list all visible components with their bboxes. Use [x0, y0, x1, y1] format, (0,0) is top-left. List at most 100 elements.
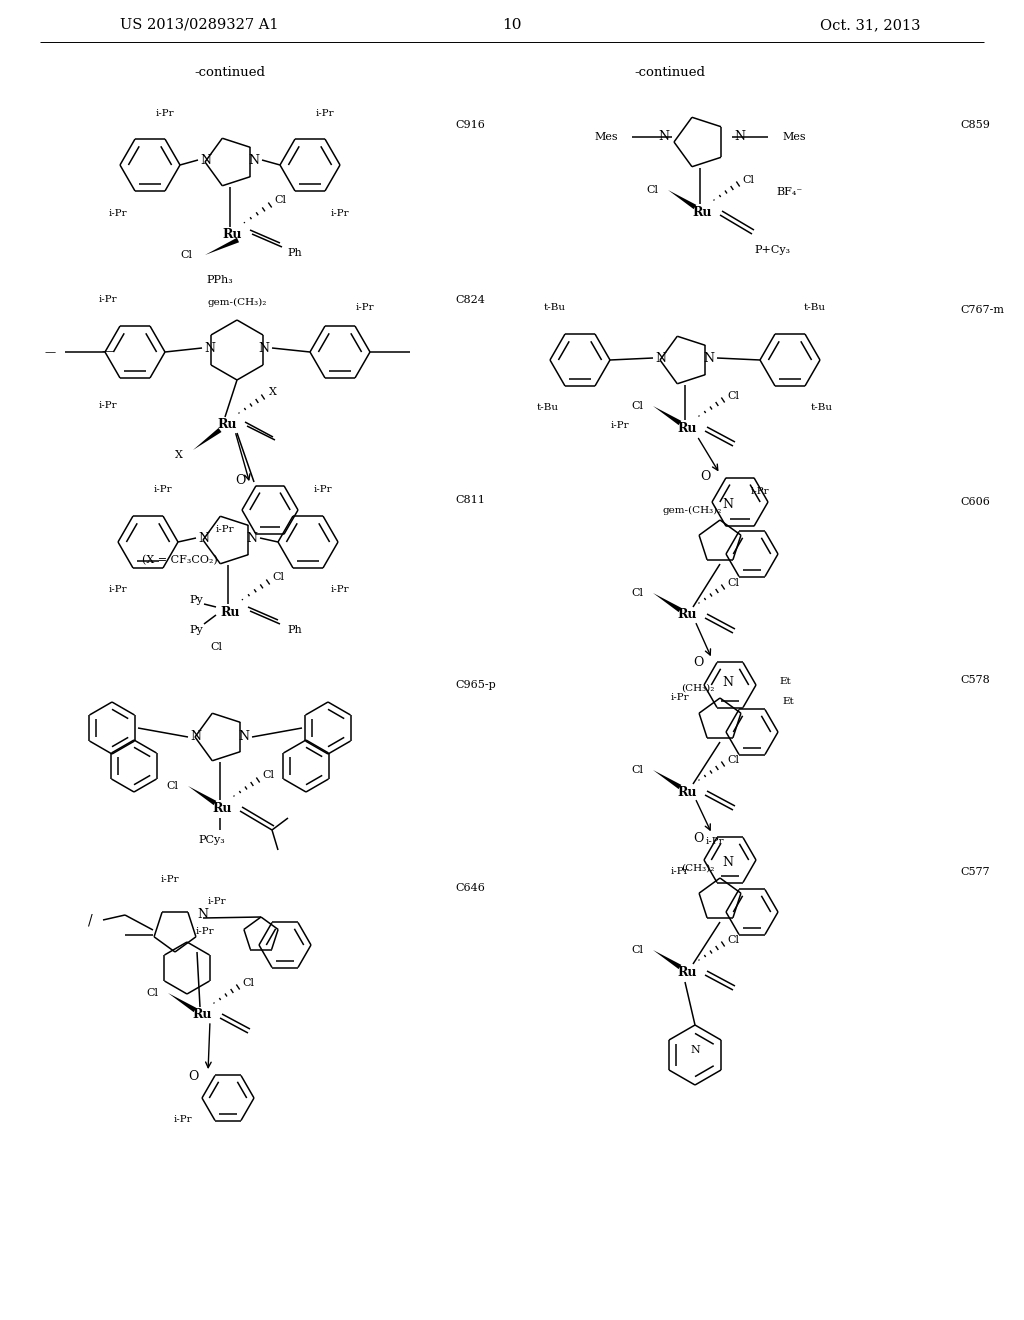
Text: Ph: Ph [288, 624, 302, 635]
Text: Oct. 31, 2013: Oct. 31, 2013 [819, 18, 920, 32]
Text: i-Pr: i-Pr [109, 586, 127, 594]
Text: N: N [723, 855, 733, 869]
Text: C824: C824 [455, 294, 485, 305]
Text: N: N [258, 342, 269, 355]
Text: i-Pr: i-Pr [331, 209, 349, 218]
Text: C606: C606 [961, 498, 990, 507]
Polygon shape [193, 428, 221, 450]
Text: Cl: Cl [242, 978, 254, 987]
Text: i-Pr: i-Pr [98, 296, 118, 305]
Text: -continued: -continued [195, 66, 265, 78]
Text: Ru: Ru [222, 228, 242, 242]
Text: i-Pr: i-Pr [671, 867, 689, 876]
Text: 10: 10 [502, 18, 522, 32]
Text: -continued: -continued [635, 66, 706, 78]
Text: i-Pr: i-Pr [751, 487, 769, 496]
Text: Cl: Cl [631, 945, 643, 954]
Text: Py: Py [189, 595, 203, 605]
Text: Cl: Cl [146, 987, 158, 998]
Text: N: N [198, 908, 209, 921]
Text: C965-p: C965-p [455, 680, 496, 690]
Text: i-Pr: i-Pr [154, 486, 172, 495]
Text: PPh₃: PPh₃ [207, 275, 233, 285]
Text: Mes: Mes [594, 132, 618, 143]
Text: C811: C811 [455, 495, 485, 506]
Text: Cl: Cl [631, 766, 643, 775]
Text: Ru: Ru [217, 418, 237, 432]
Text: —: — [101, 346, 115, 359]
Text: gem-(CH₃)₂: gem-(CH₃)₂ [207, 297, 266, 306]
Polygon shape [205, 238, 239, 255]
Text: N: N [249, 153, 259, 166]
Text: N: N [723, 676, 733, 689]
Text: i-Pr: i-Pr [161, 875, 179, 884]
Text: C646: C646 [455, 883, 485, 894]
Text: i-Pr: i-Pr [671, 693, 689, 701]
Text: N: N [703, 351, 715, 364]
Text: N: N [723, 498, 733, 511]
Text: N: N [734, 131, 745, 144]
Text: Ru: Ru [677, 421, 696, 434]
Text: i-Pr: i-Pr [174, 1115, 193, 1125]
Text: Ph: Ph [288, 248, 302, 257]
Text: Cl: Cl [727, 755, 739, 766]
Text: i-Pr: i-Pr [706, 837, 724, 846]
Text: PCy₃: PCy₃ [199, 836, 225, 845]
Text: N: N [205, 342, 215, 355]
Text: Py: Py [189, 624, 203, 635]
Text: C859: C859 [961, 120, 990, 129]
Text: Cl: Cl [742, 176, 754, 185]
Text: —: — [44, 347, 55, 356]
Text: i-Pr: i-Pr [331, 586, 349, 594]
Text: Ru: Ru [692, 206, 712, 219]
Text: Cl: Cl [210, 642, 222, 652]
Text: i-Pr: i-Pr [216, 525, 234, 535]
Text: Ru: Ru [212, 801, 231, 814]
Text: N: N [247, 532, 257, 544]
Text: Ru: Ru [677, 965, 696, 978]
Text: Cl: Cl [166, 781, 178, 791]
Text: i-Pr: i-Pr [610, 421, 630, 429]
Text: O: O [234, 474, 245, 487]
Text: (CH₃)₂: (CH₃)₂ [681, 684, 715, 693]
Text: Ru: Ru [193, 1008, 212, 1022]
Text: Ru: Ru [677, 785, 696, 799]
Text: X: X [269, 387, 276, 397]
Text: N: N [658, 131, 670, 144]
Text: Mes: Mes [782, 132, 806, 143]
Text: O: O [699, 470, 711, 483]
Text: N: N [690, 1045, 699, 1055]
Polygon shape [653, 950, 681, 969]
Text: Et: Et [782, 697, 794, 706]
Polygon shape [653, 593, 681, 612]
Text: Cl: Cl [274, 195, 286, 205]
Text: i-Pr: i-Pr [98, 400, 118, 409]
Text: t-Bu: t-Bu [811, 404, 833, 412]
Text: (X = CF₃CO₂): (X = CF₃CO₂) [142, 554, 218, 565]
Text: N: N [199, 532, 210, 544]
Text: gem-(CH₃)₂: gem-(CH₃)₂ [663, 506, 722, 515]
Polygon shape [168, 993, 197, 1012]
Text: t-Bu: t-Bu [544, 304, 566, 313]
Text: /: / [88, 913, 92, 927]
Text: Ru: Ru [677, 609, 696, 622]
Polygon shape [188, 785, 216, 805]
Text: C916: C916 [455, 120, 485, 129]
Text: i-Pr: i-Pr [313, 486, 333, 495]
Text: i-Pr: i-Pr [208, 898, 226, 907]
Text: O: O [693, 656, 703, 669]
Text: i-Pr: i-Pr [196, 928, 214, 936]
Text: Cl: Cl [727, 391, 739, 401]
Text: N: N [201, 153, 212, 166]
Text: i-Pr: i-Pr [355, 304, 375, 313]
Text: Et: Et [779, 677, 791, 686]
Text: Cl: Cl [631, 401, 643, 411]
Text: C578: C578 [961, 675, 990, 685]
Text: Ru: Ru [220, 606, 240, 619]
Polygon shape [653, 407, 681, 425]
Text: t-Bu: t-Bu [804, 304, 826, 313]
Text: US 2013/0289327 A1: US 2013/0289327 A1 [120, 18, 279, 32]
Polygon shape [668, 190, 696, 209]
Text: Cl: Cl [272, 572, 284, 582]
Text: C577: C577 [961, 867, 989, 876]
